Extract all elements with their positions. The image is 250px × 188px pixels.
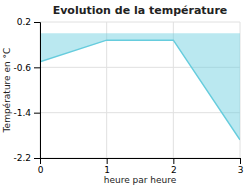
tick: -2.2 — [13, 153, 40, 163]
plot-area — [40, 33, 240, 140]
y-axis-title: Température en °C — [2, 48, 12, 134]
tick-label: 2 — [171, 165, 177, 175]
x-axis-title: heure par heure — [104, 175, 177, 185]
tick-mark — [107, 158, 108, 164]
tick: -0.6 — [13, 63, 40, 73]
tick-mark — [240, 158, 241, 164]
tick-label: -1.4 — [13, 108, 31, 118]
line — [40, 40, 240, 140]
tick: -1.4 — [13, 108, 40, 118]
tick: 3 — [238, 158, 244, 175]
tick-label: -0.6 — [13, 63, 31, 73]
grid — [40, 22, 240, 158]
area — [40, 33, 240, 140]
tick: 2 — [171, 158, 177, 175]
tick-mark — [173, 158, 174, 164]
x-axis: 0 1 2 3 — [38, 158, 244, 175]
grid-line — [40, 22, 240, 23]
tick: 1 — [104, 158, 110, 175]
tick-label: 0.2 — [17, 17, 31, 27]
chart: 0 1 2 3 0.2 -0.6 -1.4 -2.2 Evolution de la tempé… — [0, 0, 250, 188]
tick-label: 3 — [238, 165, 244, 175]
grid-line — [173, 22, 174, 158]
grid-line — [106, 22, 107, 158]
tick-mark — [34, 22, 40, 23]
tick: 0.2 — [17, 17, 40, 27]
tick-label: -2.2 — [13, 153, 31, 163]
tick-mark — [34, 158, 40, 159]
tick-label: 0 — [38, 165, 44, 175]
title: Evolution de la température — [53, 4, 228, 17]
tick: 0 — [38, 158, 44, 175]
tick-mark — [34, 67, 40, 68]
axis-line — [41, 159, 241, 165]
tick-label: 1 — [104, 165, 110, 175]
y-axis: 0.2 -0.6 -1.4 -2.2 — [13, 17, 40, 163]
grid-line — [40, 112, 240, 113]
axis-line — [34, 23, 41, 159]
tick-mark — [34, 113, 40, 114]
